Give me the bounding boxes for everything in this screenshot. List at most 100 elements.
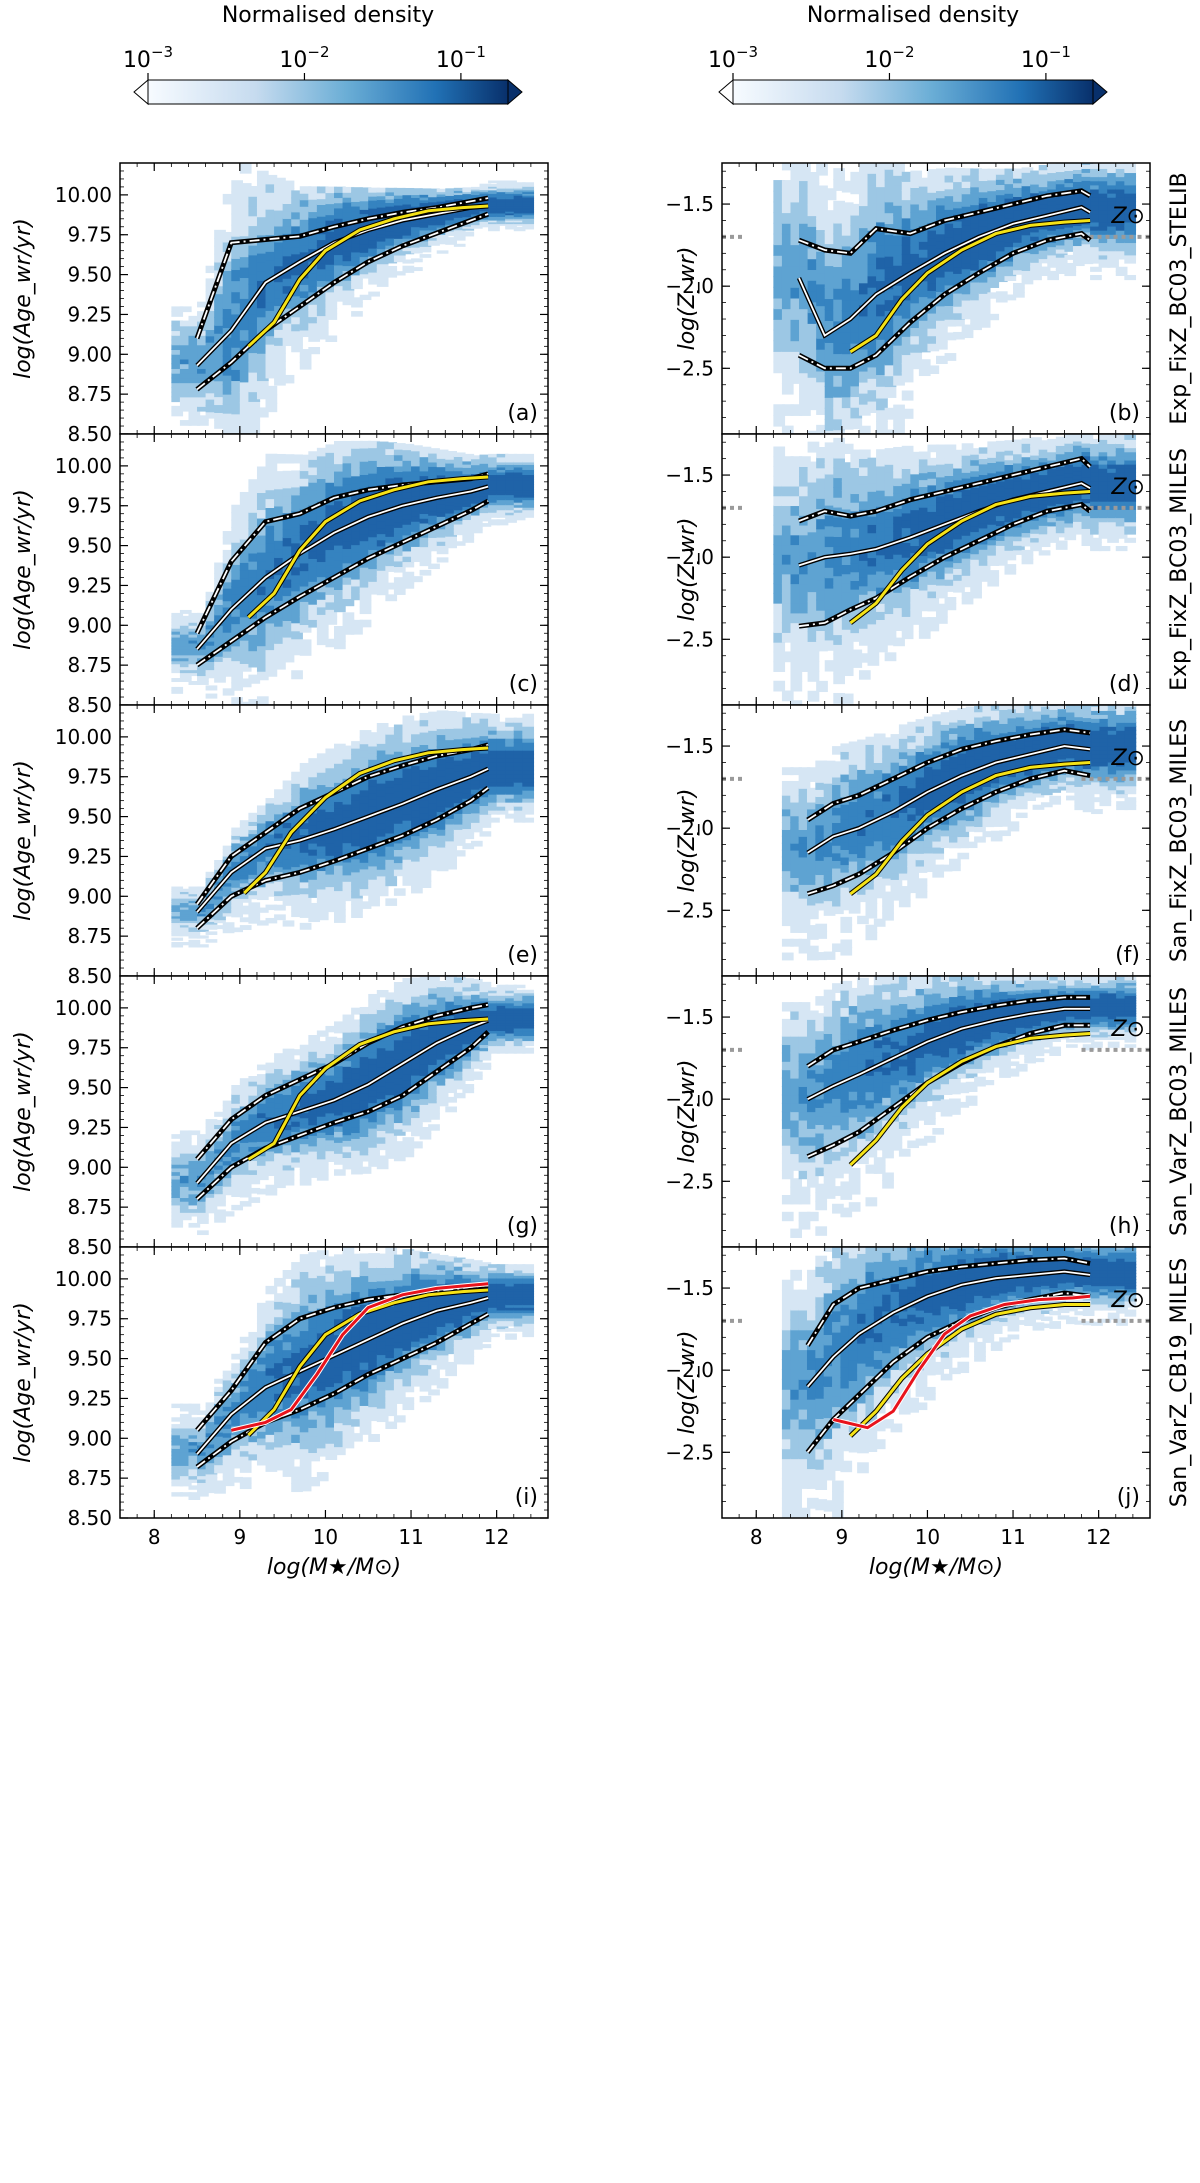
density-cell — [308, 611, 321, 620]
density-cell — [231, 280, 243, 293]
density-cell — [342, 583, 355, 592]
density-cell — [936, 476, 948, 484]
density-cell — [171, 372, 184, 379]
density-cell — [1124, 258, 1137, 264]
density-cell — [188, 939, 201, 944]
density-cell — [876, 578, 888, 588]
density-cell — [505, 489, 517, 493]
density-cell — [970, 317, 982, 325]
density-cell — [299, 593, 312, 602]
density-cell — [995, 270, 1008, 277]
y-tick-label: 10.00 — [55, 183, 112, 207]
density-cell — [858, 551, 871, 561]
density-cell — [790, 265, 803, 278]
density-cell — [188, 344, 201, 351]
density-cell — [188, 922, 201, 926]
density-cell — [496, 499, 509, 503]
density-cell — [824, 597, 837, 610]
density-cell — [214, 609, 226, 616]
density-cell — [953, 562, 965, 569]
density-cell — [876, 570, 888, 580]
density-cell — [376, 202, 389, 208]
density-cell — [402, 497, 415, 504]
density-cell — [824, 254, 837, 267]
density-cell — [978, 527, 991, 534]
density-cell — [936, 305, 948, 314]
density-cell — [488, 479, 500, 483]
density-cell — [282, 611, 295, 621]
density-cell — [462, 216, 475, 220]
density-cell — [978, 247, 991, 255]
density-cell — [1030, 205, 1042, 211]
density-cell — [841, 582, 854, 593]
density-cell — [858, 602, 871, 612]
density-cell — [1115, 529, 1128, 535]
density-cell — [248, 420, 261, 432]
density-cell — [197, 899, 209, 904]
density-cell — [436, 233, 449, 238]
density-cell — [910, 580, 923, 590]
density-cell — [1124, 246, 1137, 252]
density-cell — [936, 610, 948, 618]
density-cell — [961, 280, 974, 289]
density-cell — [428, 239, 440, 244]
density-cell — [1107, 443, 1119, 449]
density-cell — [953, 479, 965, 487]
density-cell — [205, 354, 218, 362]
density-cell — [402, 513, 415, 520]
density-cell — [790, 318, 803, 331]
density-cell — [205, 341, 218, 350]
density-cell — [197, 651, 209, 656]
density-cell — [188, 315, 201, 322]
density-cell — [978, 168, 991, 176]
density-cell — [1038, 440, 1051, 446]
density-cell — [496, 187, 509, 191]
density-cell — [961, 193, 974, 201]
density-cell — [867, 320, 880, 334]
density-cell — [970, 580, 982, 588]
density-cell — [936, 571, 948, 580]
density-cell — [402, 234, 415, 239]
density-cell — [1038, 249, 1051, 255]
density-cell — [462, 515, 475, 521]
density-cell — [428, 505, 440, 512]
density-cell — [522, 187, 535, 191]
density-cell — [222, 193, 235, 205]
density-cell — [222, 912, 235, 917]
density-cell — [453, 466, 466, 472]
density-cell — [944, 236, 957, 245]
density-cell — [402, 555, 415, 563]
density-cell — [978, 522, 991, 529]
density-cell — [841, 647, 854, 658]
model-yellow-line — [247, 204, 489, 348]
density-cell — [858, 542, 871, 553]
density-cell — [179, 908, 192, 912]
density-cell — [428, 201, 440, 205]
density-cell — [790, 485, 803, 497]
density-cell — [436, 540, 449, 546]
density-cell — [231, 637, 243, 647]
density-cell — [1072, 193, 1085, 199]
density-cell — [1124, 500, 1137, 506]
density-cell — [927, 444, 940, 453]
density-cell — [987, 534, 1000, 541]
density-cell — [385, 273, 398, 278]
density-cell — [188, 660, 201, 665]
density-cell — [231, 593, 243, 602]
density-cell — [188, 630, 201, 635]
density-cell — [1115, 196, 1128, 202]
density-cell — [419, 193, 432, 198]
density-cell — [411, 196, 423, 201]
density-cell — [479, 210, 492, 214]
density-cell — [1030, 545, 1042, 552]
density-cell — [876, 338, 888, 352]
density-cell — [428, 465, 440, 472]
density-cell — [1090, 438, 1102, 445]
density-cell — [342, 211, 355, 218]
density-cell — [799, 602, 811, 614]
density-cell — [944, 450, 957, 458]
density-cell — [901, 326, 914, 337]
density-cell — [299, 493, 312, 502]
density-cell — [368, 267, 380, 273]
density-cell — [1064, 246, 1077, 252]
